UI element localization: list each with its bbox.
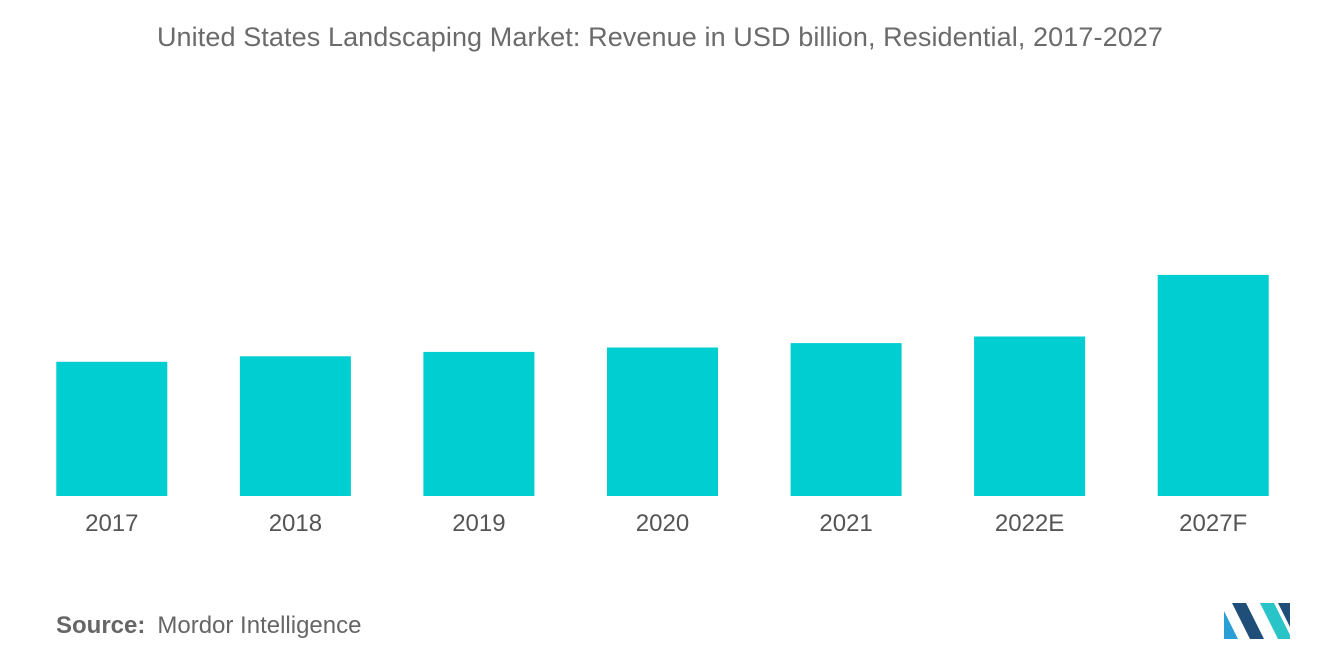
x-tick-label: 2019 <box>452 510 505 537</box>
bar-2018 <box>239 356 351 496</box>
x-tick-label: 2022E <box>995 510 1064 537</box>
bar-2020 <box>607 347 718 496</box>
chart-title: United States Landscaping Market: Revenu… <box>156 22 1164 52</box>
bar-2017 <box>56 361 168 496</box>
logo-shape-right-a <box>1260 603 1290 639</box>
x-tick-label: 2018 <box>269 510 322 537</box>
x-tick-label: 2020 <box>636 510 689 537</box>
logo-shape-mid <box>1232 603 1264 639</box>
bar-2021 <box>790 343 902 496</box>
logo-shape-right-b <box>1278 603 1290 627</box>
x-tick-label: 2017 <box>85 510 138 537</box>
x-axis-labels: 2017 2018 2019 2020 2021 2022E 2027F <box>85 510 1247 537</box>
source-label: Source: <box>56 612 146 639</box>
logo-shape-left <box>1224 611 1238 639</box>
bar-2022E <box>974 336 1086 496</box>
source-note: Source: Mordor Intelligence <box>56 612 361 640</box>
mordor-intelligence-logo-icon <box>1224 603 1290 639</box>
bar-2019 <box>423 351 535 496</box>
bar-2027F <box>1157 274 1269 496</box>
bars-group <box>56 274 1269 496</box>
x-tick-label: 2027F <box>1179 510 1247 537</box>
source-value: Mordor Intelligence <box>157 612 362 639</box>
bar-chart: 2017 2018 2019 2020 2021 2022E 2027F <box>56 274 1269 537</box>
x-tick-label: 2021 <box>819 510 872 537</box>
